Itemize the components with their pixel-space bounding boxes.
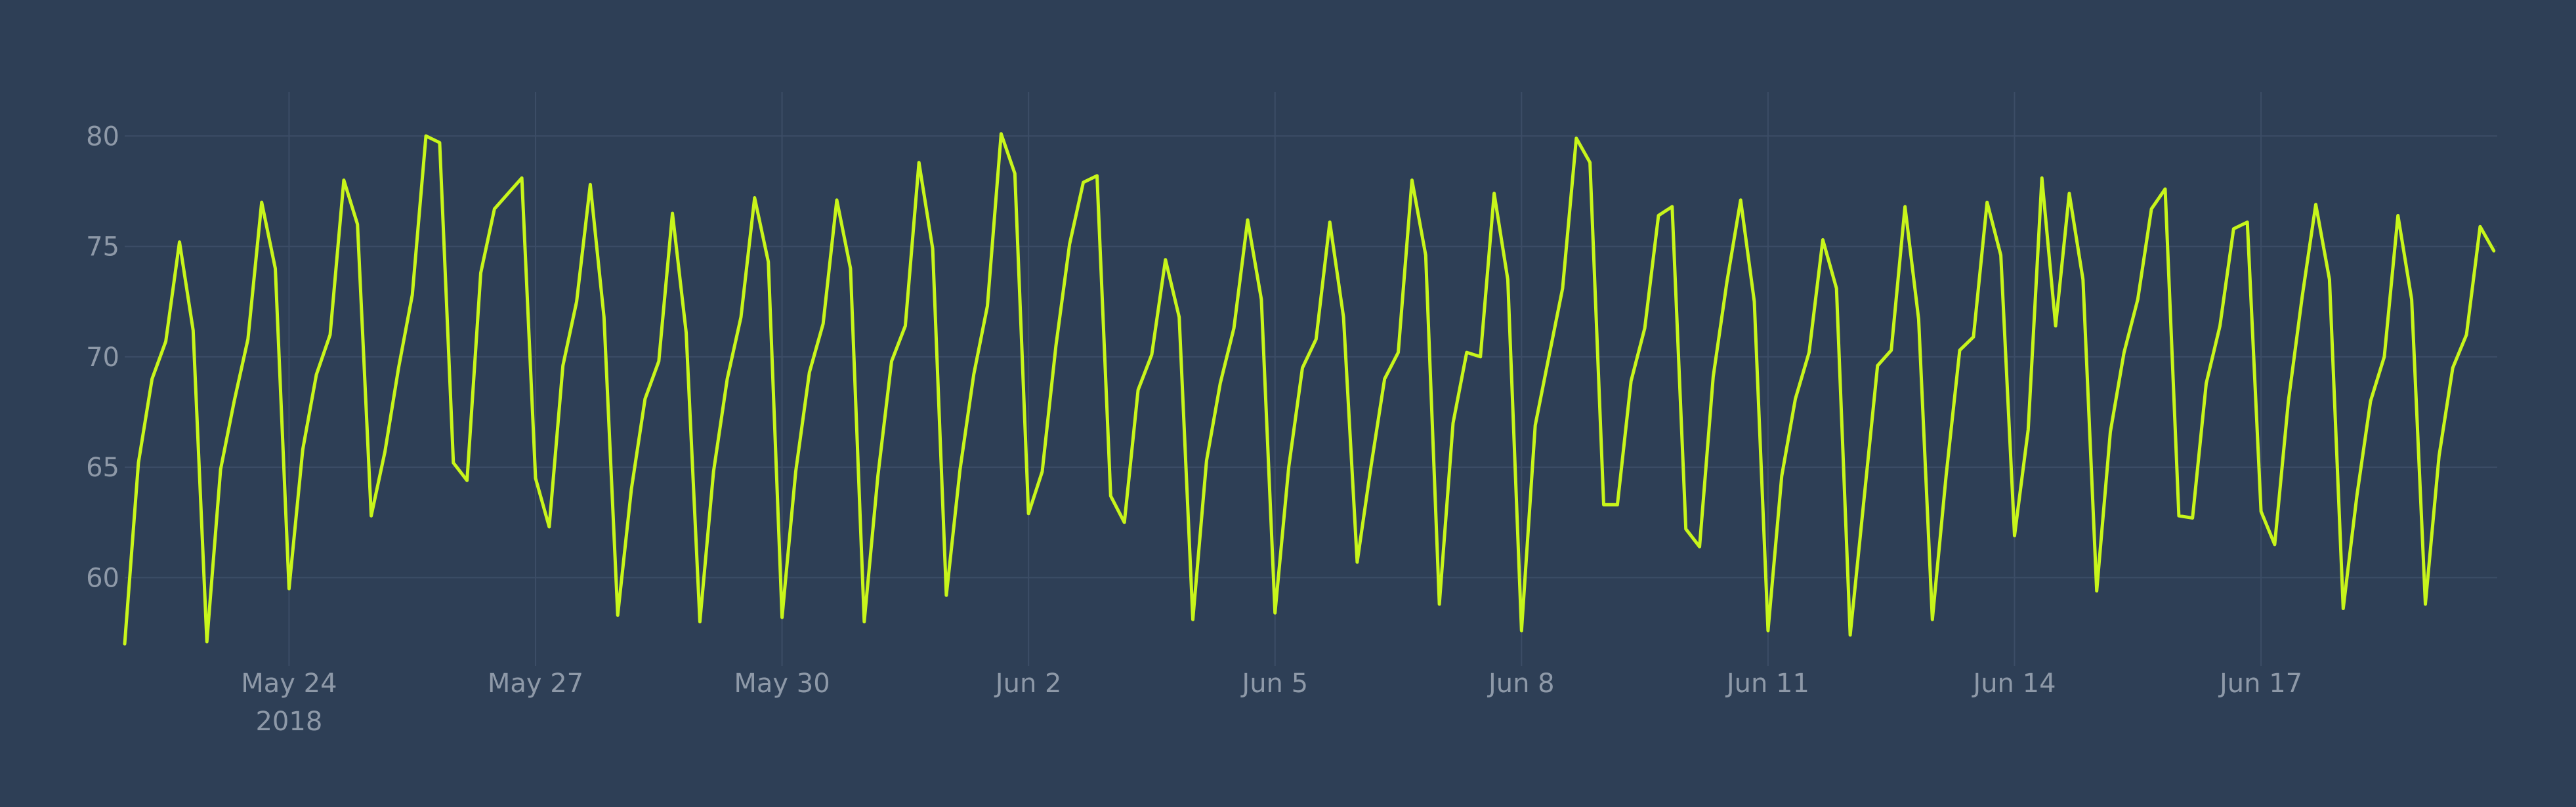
x-tick-label: Jun 14 — [1971, 669, 2056, 699]
y-tick-label: 60 — [86, 563, 119, 593]
x-tick-label: May 24 — [241, 669, 337, 699]
series-layer — [123, 132, 2496, 646]
series-line — [123, 132, 2496, 646]
y-tick-label: 75 — [86, 232, 119, 262]
x-tick-label: Jun 5 — [1240, 669, 1308, 699]
y-tick-label: 70 — [86, 342, 119, 373]
x-tick-label: Jun 11 — [1725, 669, 1809, 699]
x-tick-sublabel: 2018 — [255, 707, 322, 737]
grid-lines — [125, 92, 2497, 666]
x-tick-label: Jun 2 — [994, 669, 1062, 699]
y-axis-ticks: 60 65 70 75 80 — [86, 121, 119, 593]
y-tick-label: 80 — [86, 121, 119, 152]
x-tick-label: May 27 — [488, 669, 583, 699]
x-tick-label: Jun 8 — [1487, 669, 1555, 699]
y-tick-label: 65 — [86, 453, 119, 483]
x-tick-label: Jun 17 — [2218, 669, 2302, 699]
x-axis-ticks: May 24 2018 May 27 May 30 Jun 2 Jun 5 Jun 8 Jun… — [241, 669, 2302, 737]
x-tick-label: May 30 — [734, 669, 830, 699]
